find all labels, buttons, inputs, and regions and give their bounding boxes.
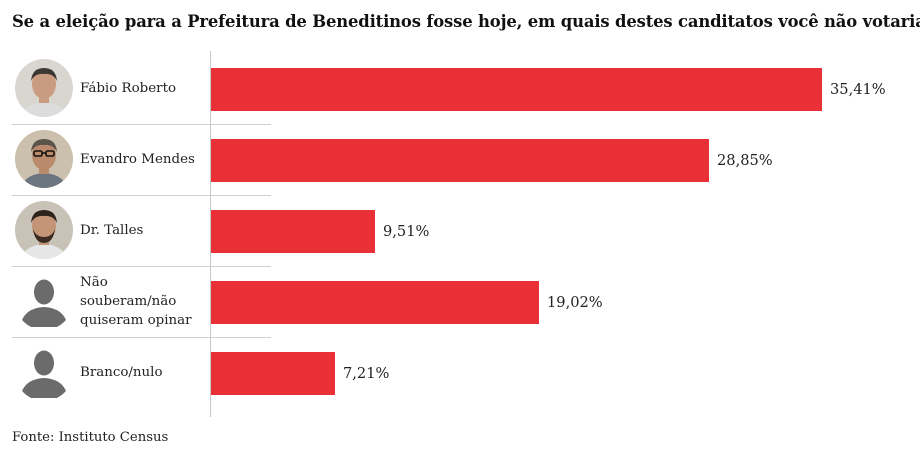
chart-title: Se a eleição para a Prefeitura de Benedi… [12,12,920,31]
category-label: Não souberam/não quiseram opinar [80,275,192,328]
row-divider [12,266,271,267]
bar-value-label: 28,85% [717,152,773,169]
row-divider [12,337,271,338]
category-axis-line [210,51,211,417]
person-placeholder-icon [15,343,73,401]
bar-row: Não souberam/não quiseram opinar [0,266,920,337]
bar [211,352,335,395]
bar [211,139,709,182]
category-label: Evandro Mendes [80,152,195,167]
row-divider [12,195,271,196]
bar-row: Fábio Roberto [0,53,920,124]
bar [211,68,822,111]
candidate-photo [15,59,73,117]
category-label: Branco/nulo [80,365,163,380]
row-divider [12,124,271,125]
bar-row: Dr. Talles [0,195,920,266]
bar-value-label: 19,02% [547,294,603,311]
bar-value-label: 35,41% [830,81,886,98]
category-label: Dr. Talles [80,223,144,238]
candidate-photo [15,201,73,259]
bar [211,281,539,324]
bar [211,210,375,253]
bar-value-label: 9,51% [383,223,430,240]
person-placeholder-icon [15,272,73,330]
source-note: Fonte: Instituto Census [12,430,169,445]
bar-row: Branco/nulo [0,337,920,408]
bar-value-label: 7,21% [343,365,390,382]
category-label: Fábio Roberto [80,81,177,96]
bar-row: Evandro Mendes [0,124,920,195]
candidate-photo [15,130,73,188]
